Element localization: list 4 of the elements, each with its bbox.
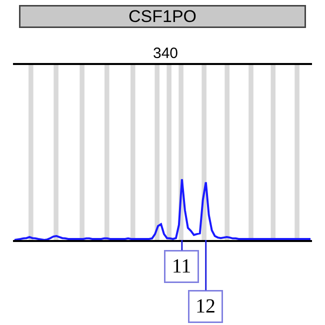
text: 340 — [153, 45, 178, 62]
text: 12 — [196, 296, 216, 318]
text: 11 — [172, 256, 192, 278]
chart-title: CSF1PO — [128, 7, 197, 26]
